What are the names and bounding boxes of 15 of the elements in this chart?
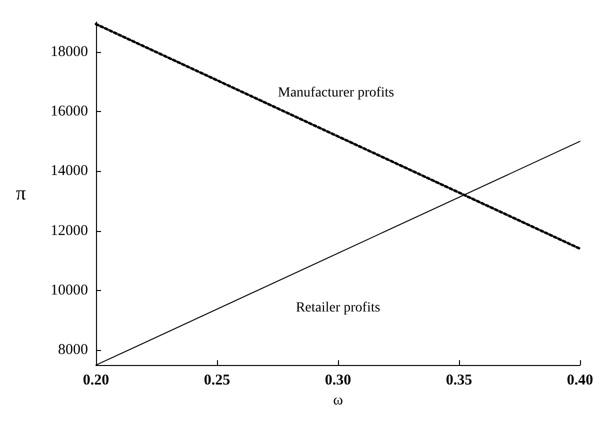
x-tick-label: 0.25 [204,372,230,389]
y-tick-label: 10000 [50,282,88,299]
x-tick-label: 0.20 [82,372,110,389]
annotation: Manufacturer profits [278,86,394,100]
y-tick-label: 8000 [58,342,88,358]
x-tick-label: 0.35 [446,372,472,389]
x-tick-label: 0.30 [324,372,352,389]
y-tick-label: 14000 [50,163,88,180]
y-tick-label: 16000 [50,104,88,120]
annotation: Retailer profits [296,300,380,316]
x-tick-label: 0.40 [566,372,594,389]
y-tick-label: 12000 [50,222,88,239]
y-axis-title: π [16,182,26,205]
x-axis-title: ω [333,392,344,408]
y-tick-label: 18000 [50,44,88,60]
